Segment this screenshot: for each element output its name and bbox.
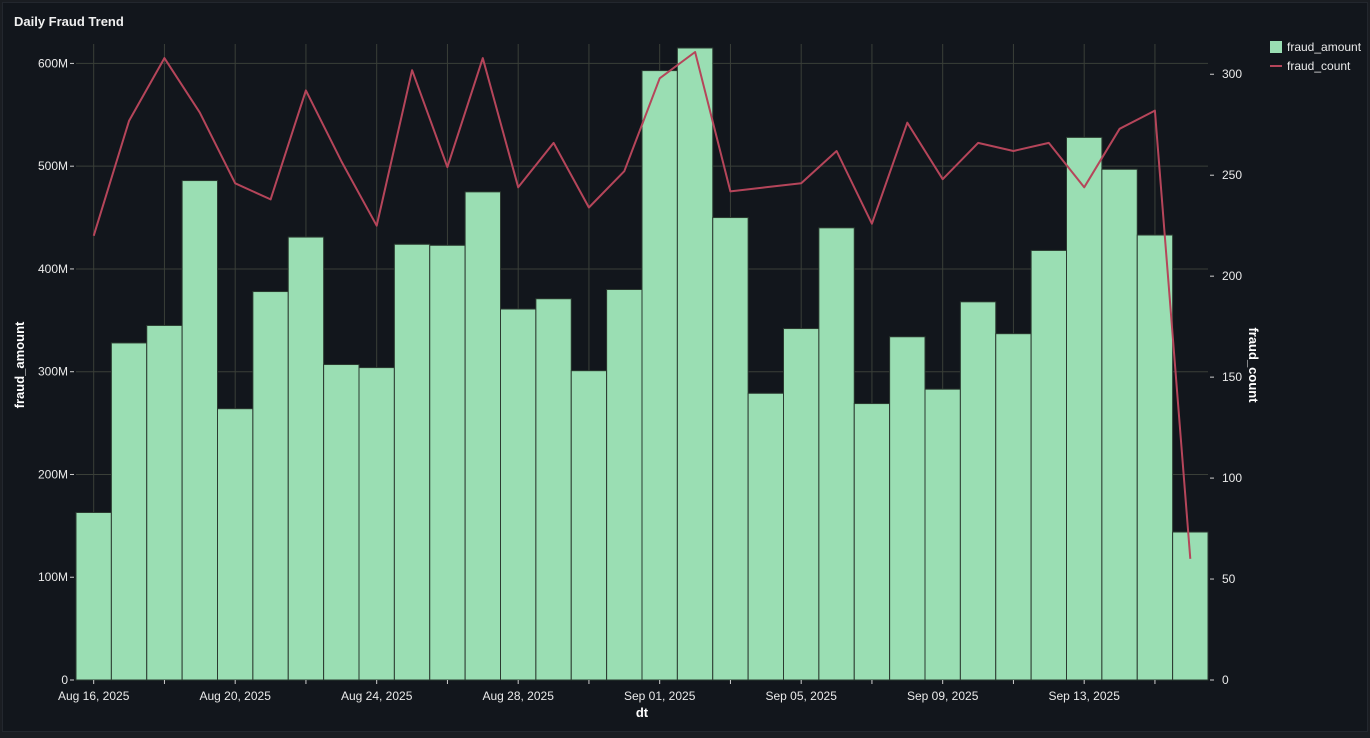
y2-axis-title: fraud_count bbox=[1246, 327, 1261, 403]
y-tick-label: 600M bbox=[38, 56, 68, 70]
y-tick-label: 200M bbox=[38, 467, 68, 481]
y-tick-label: 400M bbox=[38, 262, 68, 276]
y-tick-label: 500M bbox=[38, 159, 68, 173]
x-tick-label: Sep 05, 2025 bbox=[765, 689, 837, 703]
bar-fraud-amount bbox=[1101, 168, 1138, 681]
x-tick-label: Aug 28, 2025 bbox=[482, 689, 554, 703]
line-series-fraud-count bbox=[92, 51, 1192, 559]
y2-tick-label: 200 bbox=[1222, 269, 1242, 283]
bar-fraud-amount bbox=[146, 324, 183, 681]
y-tick-label: 100M bbox=[38, 570, 68, 584]
y2-tick-label: 50 bbox=[1222, 572, 1236, 586]
legend-label-fraud-count[interactable]: fraud_count bbox=[1287, 59, 1351, 73]
bar-series-fraud-amount bbox=[75, 47, 1209, 681]
bar-fraud-amount bbox=[570, 370, 608, 681]
bar-fraud-amount bbox=[464, 191, 501, 681]
x-tick-label: Aug 20, 2025 bbox=[199, 689, 271, 703]
bar-fraud-amount bbox=[889, 336, 926, 681]
x-tick-label: Sep 01, 2025 bbox=[624, 689, 696, 703]
bar-fraud-amount bbox=[676, 47, 714, 681]
bar-fraud-amount bbox=[217, 408, 254, 681]
y-tick-label: 0 bbox=[61, 673, 68, 687]
x-axis-title: dt bbox=[636, 705, 649, 720]
y2-tick-label: 100 bbox=[1222, 471, 1242, 485]
legend[interactable]: fraud_amount fraud_count bbox=[1270, 40, 1362, 73]
y2-tick-label: 150 bbox=[1222, 370, 1242, 384]
bar-fraud-amount bbox=[853, 403, 891, 681]
y2-tick-label: 300 bbox=[1222, 67, 1242, 81]
bar-fraud-amount bbox=[959, 301, 997, 681]
x-tick-label: Sep 09, 2025 bbox=[907, 689, 979, 703]
x-tick-label: Aug 16, 2025 bbox=[58, 689, 130, 703]
bar-fraud-amount bbox=[924, 388, 961, 681]
y-axis-title: fraud_amount bbox=[12, 321, 27, 408]
bar-fraud-amount bbox=[110, 342, 148, 681]
axes: 0 100M 200M 300M 400M 500M 600M 0 50 100 150 200 250… bbox=[38, 56, 1242, 703]
bar-fraud-amount bbox=[995, 333, 1032, 681]
bar-fraud-amount bbox=[535, 298, 572, 681]
bar-fraud-amount bbox=[712, 217, 749, 681]
bar-fraud-amount bbox=[1136, 234, 1174, 681]
y2-tick-label: 0 bbox=[1222, 673, 1229, 687]
y2-tick-label: 250 bbox=[1222, 168, 1242, 182]
bar-fraud-amount bbox=[783, 328, 820, 681]
bar-fraud-amount bbox=[429, 244, 466, 681]
bar-fraud-amount bbox=[606, 288, 643, 681]
bar-fraud-amount bbox=[747, 392, 784, 681]
bar-fraud-amount bbox=[500, 308, 537, 681]
bar-fraud-amount bbox=[75, 511, 112, 681]
panel-title: Daily Fraud Trend bbox=[14, 14, 124, 29]
bar-fraud-amount bbox=[818, 227, 855, 681]
bar-fraud-amount bbox=[1030, 249, 1067, 681]
bar-fraud-amount bbox=[1066, 136, 1103, 681]
y-tick-label: 300M bbox=[38, 365, 68, 379]
bar-fraud-amount bbox=[323, 364, 360, 681]
bar-fraud-amount bbox=[641, 70, 678, 681]
bar-fraud-amount bbox=[287, 236, 325, 681]
bar-fraud-amount bbox=[358, 367, 395, 681]
bar-fraud-amount bbox=[181, 180, 218, 681]
legend-label-fraud-amount[interactable]: fraud_amount bbox=[1287, 40, 1362, 54]
x-tick-label: Sep 13, 2025 bbox=[1048, 689, 1120, 703]
bar-fraud-amount bbox=[252, 291, 289, 681]
x-tick-label: Aug 24, 2025 bbox=[341, 689, 413, 703]
legend-swatch-fraud-amount bbox=[1270, 41, 1282, 53]
bar-fraud-amount bbox=[393, 243, 431, 681]
line-fraud-count bbox=[92, 51, 1192, 559]
